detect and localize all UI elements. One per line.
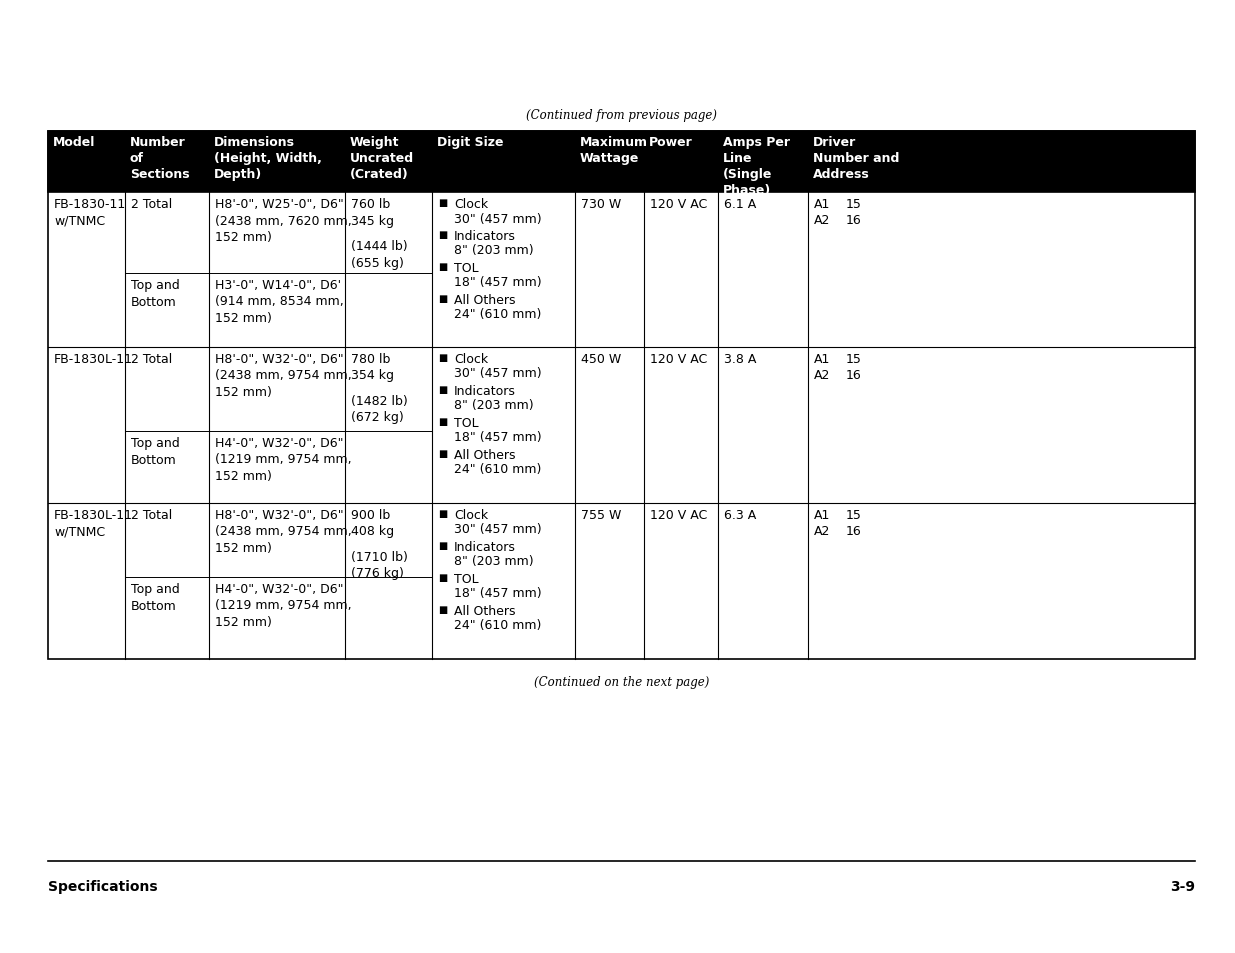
Text: 24" (610 mm): 24" (610 mm) [454, 618, 541, 632]
Text: 2 Total: 2 Total [131, 198, 172, 211]
Text: ■: ■ [438, 448, 447, 458]
Text: ■: ■ [438, 294, 447, 303]
Text: ■: ■ [438, 604, 447, 614]
Text: 15: 15 [846, 198, 862, 211]
Text: 15: 15 [846, 353, 862, 366]
Text: 16: 16 [846, 369, 862, 381]
Text: All Others: All Others [454, 294, 515, 306]
Text: Digit Size: Digit Size [437, 136, 504, 149]
Text: ■: ■ [438, 261, 447, 272]
Text: 30" (457 mm): 30" (457 mm) [454, 213, 542, 225]
Bar [48, 132, 1195, 659]
Text: 760 lb
345 kg: 760 lb 345 kg [351, 198, 394, 227]
Text: 18" (457 mm): 18" (457 mm) [454, 587, 542, 599]
Text: A1: A1 [814, 353, 830, 366]
Text: Top and
Bottom: Top and Bottom [131, 582, 180, 612]
Text: 24" (610 mm): 24" (610 mm) [454, 463, 541, 476]
Text: 8" (203 mm): 8" (203 mm) [454, 399, 534, 412]
Text: Indicators: Indicators [454, 540, 516, 554]
Text: A1: A1 [814, 509, 830, 521]
Text: Top and
Bottom: Top and Bottom [131, 278, 180, 308]
Text: A2: A2 [814, 369, 830, 381]
Text: 8" (203 mm): 8" (203 mm) [454, 244, 534, 257]
Text: Clock: Clock [454, 353, 488, 366]
Text: A1: A1 [814, 198, 830, 211]
Text: ■: ■ [438, 230, 447, 239]
Text: Specifications: Specifications [48, 879, 158, 893]
Text: 6.3 A: 6.3 A [724, 509, 756, 521]
Text: 2 Total: 2 Total [131, 353, 172, 366]
Text: H8'-0", W32'-0", D6"
(2438 mm, 9754 mm,
152 mm): H8'-0", W32'-0", D6" (2438 mm, 9754 mm, … [215, 353, 352, 398]
Text: 900 lb
408 kg: 900 lb 408 kg [351, 509, 394, 537]
Text: (1444 lb)
(655 kg): (1444 lb) (655 kg) [351, 240, 408, 269]
Text: 2 Total: 2 Total [131, 509, 172, 521]
Text: 15: 15 [846, 509, 862, 521]
Text: H8'-0", W32'-0", D6"
(2438 mm, 9754 mm,
152 mm): H8'-0", W32'-0", D6" (2438 mm, 9754 mm, … [215, 509, 352, 555]
Text: FB-1830-11
w/TNMC: FB-1830-11 w/TNMC [54, 198, 126, 227]
Text: 120 V AC: 120 V AC [650, 198, 708, 211]
Text: Weight
Uncrated
(Crated): Weight Uncrated (Crated) [350, 136, 414, 181]
Text: (1482 lb)
(672 kg): (1482 lb) (672 kg) [351, 395, 408, 424]
Text: 120 V AC: 120 V AC [650, 353, 708, 366]
Text: Dimensions
(Height, Width,
Depth): Dimensions (Height, Width, Depth) [214, 136, 322, 181]
Text: Indicators: Indicators [454, 384, 516, 397]
Text: (1710 lb)
(776 kg): (1710 lb) (776 kg) [351, 551, 408, 579]
Text: Amps Per
Line
(Single
Phase): Amps Per Line (Single Phase) [722, 136, 790, 196]
Text: Maximum
Wattage: Maximum Wattage [580, 136, 648, 165]
Text: TOL: TOL [454, 261, 479, 274]
Text: ■: ■ [438, 540, 447, 550]
Text: Model: Model [53, 136, 95, 149]
Text: ■: ■ [438, 353, 447, 363]
Text: 24" (610 mm): 24" (610 mm) [454, 308, 541, 321]
Text: ■: ■ [438, 384, 447, 395]
Text: 8" (203 mm): 8" (203 mm) [454, 555, 534, 568]
Text: ■: ■ [438, 416, 447, 426]
Text: 18" (457 mm): 18" (457 mm) [454, 276, 542, 289]
Text: Clock: Clock [454, 509, 488, 521]
Text: 780 lb
354 kg: 780 lb 354 kg [351, 353, 394, 382]
Text: Driver
Number and
Address: Driver Number and Address [813, 136, 899, 181]
Text: A2: A2 [814, 213, 830, 227]
Text: 30" (457 mm): 30" (457 mm) [454, 523, 542, 536]
Text: 6.1 A: 6.1 A [724, 198, 756, 211]
Text: TOL: TOL [454, 572, 479, 585]
Text: H8'-0", W25'-0", D6"
(2438 mm, 7620 mm,
152 mm): H8'-0", W25'-0", D6" (2438 mm, 7620 mm, … [215, 198, 352, 244]
Bar [48, 132, 1195, 193]
Text: Top and
Bottom: Top and Bottom [131, 436, 180, 466]
Text: 450 W: 450 W [580, 353, 621, 366]
Text: FB-1830L-11
w/TNMC: FB-1830L-11 w/TNMC [54, 509, 133, 537]
Text: 3.8 A: 3.8 A [724, 353, 756, 366]
Text: ■: ■ [438, 509, 447, 518]
Text: ■: ■ [438, 198, 447, 208]
Text: 16: 16 [846, 524, 862, 537]
Text: Indicators: Indicators [454, 230, 516, 243]
Text: H4'-0", W32'-0", D6"
(1219 mm, 9754 mm,
152 mm): H4'-0", W32'-0", D6" (1219 mm, 9754 mm, … [215, 582, 352, 628]
Text: Number
of
Sections: Number of Sections [130, 136, 190, 181]
Text: 30" (457 mm): 30" (457 mm) [454, 367, 542, 380]
Text: All Others: All Others [454, 604, 515, 617]
Text: A2: A2 [814, 524, 830, 537]
Text: TOL: TOL [454, 416, 479, 430]
Text: Clock: Clock [454, 198, 488, 211]
Text: H3'-0", W14'-0", D6'
(914 mm, 8534 mm,
152 mm): H3'-0", W14'-0", D6' (914 mm, 8534 mm, 1… [215, 278, 343, 325]
Text: 3-9: 3-9 [1170, 879, 1195, 893]
Text: (Continued on the next page): (Continued on the next page) [534, 676, 709, 688]
Text: (Continued from previous page): (Continued from previous page) [526, 109, 718, 122]
Text: Power: Power [650, 136, 693, 149]
Text: 18" (457 mm): 18" (457 mm) [454, 431, 542, 444]
Text: 755 W: 755 W [580, 509, 621, 521]
Text: 730 W: 730 W [580, 198, 621, 211]
Text: All Others: All Others [454, 448, 515, 461]
Text: ■: ■ [438, 572, 447, 582]
Text: 16: 16 [846, 213, 862, 227]
Text: FB-1830L-11: FB-1830L-11 [54, 353, 133, 366]
Text: 120 V AC: 120 V AC [650, 509, 708, 521]
Text: H4'-0", W32'-0", D6"
(1219 mm, 9754 mm,
152 mm): H4'-0", W32'-0", D6" (1219 mm, 9754 mm, … [215, 436, 352, 482]
